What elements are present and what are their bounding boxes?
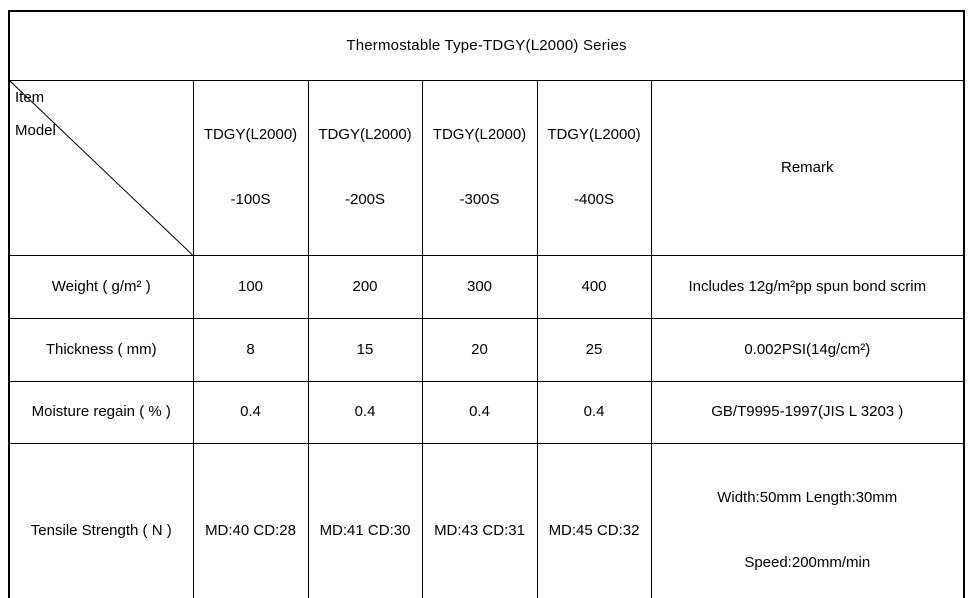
row-label-moisture: Moisture regain ( % ) (8, 380, 194, 444)
tensile-value-200s: MD:41 CD:30 (307, 442, 423, 598)
thickness-value-400s: 25 (536, 317, 652, 382)
tensile-remark-line1: Width:50mm Length:30mm (717, 489, 898, 506)
model-name-line1: TDGY(L2000) (203, 126, 298, 143)
moisture-value-200s: 0.4 (307, 380, 423, 444)
weight-row: Weight ( g/m² ) 100 200 300 400 Includes… (8, 254, 965, 319)
tensile-remark: Width:50mm Length:30mm Speed:200mm/min (650, 442, 965, 598)
tensile-remark-line2: Speed:200mm/min (744, 554, 871, 572)
moisture-row: Moisture regain ( % ) 0.4 0.4 0.4 0.4 GB… (8, 380, 965, 444)
row-label-weight: Weight ( g/m² ) (8, 254, 194, 319)
header-remark: Remark (650, 79, 965, 256)
model-name-line2: -200S (344, 191, 386, 209)
moisture-value-400s: 0.4 (536, 380, 652, 444)
tensile-value-300s: MD:43 CD:31 (421, 442, 538, 598)
header-model-100s: TDGY(L2000) -100S (192, 79, 309, 256)
tensile-value-100s: MD:40 CD:28 (192, 442, 309, 598)
thickness-value-100s: 8 (192, 317, 309, 382)
header-model-200s: TDGY(L2000) -200S (307, 79, 423, 256)
row-label-tensile: Tensile Strength ( N ) (8, 442, 194, 598)
corner-label-item: Item (15, 88, 45, 106)
thickness-value-200s: 15 (307, 317, 423, 382)
model-name-line2: -100S (230, 191, 271, 209)
model-name-line2: -300S (459, 191, 500, 209)
weight-remark: Includes 12g/m²pp spun bond scrim (650, 254, 965, 319)
moisture-remark: GB/T9995-1997(JIS L 3203 ) (650, 380, 965, 444)
page-title: Thermostable Type-TDGY(L2000) Series (8, 10, 965, 81)
model-name-line2: -400S (573, 191, 615, 209)
thickness-value-300s: 20 (421, 317, 538, 382)
diagonal-divider-line (10, 81, 193, 255)
header-model-400s: TDGY(L2000) -400S (536, 79, 652, 256)
header-row: Item Model TDGY(L2000) -100S TDGY(L2000)… (8, 79, 965, 256)
spec-table: Thermostable Type-TDGY(L2000) Series Ite… (8, 10, 966, 598)
tensile-value-400s: MD:45 CD:32 (536, 442, 652, 598)
moisture-value-100s: 0.4 (192, 380, 309, 444)
weight-value-200s: 200 (307, 254, 423, 319)
thickness-row: Thickness ( mm) 8 15 20 25 0.002PSI(14g/… (8, 317, 965, 382)
model-name-line1: TDGY(L2000) (547, 126, 641, 143)
header-model-300s: TDGY(L2000) -300S (421, 79, 538, 256)
model-name-line1: TDGY(L2000) (432, 126, 527, 143)
header-corner-cell: Item Model (8, 79, 194, 256)
weight-value-400s: 400 (536, 254, 652, 319)
model-name-line1: TDGY(L2000) (318, 126, 412, 143)
thickness-remark: 0.002PSI(14g/cm²) (650, 317, 965, 382)
corner-label-model: Model (15, 121, 56, 139)
row-label-thickness: Thickness ( mm) (8, 317, 194, 382)
weight-value-100s: 100 (192, 254, 309, 319)
title-row: Thermostable Type-TDGY(L2000) Series (8, 10, 965, 81)
tensile-row: Tensile Strength ( N ) MD:40 CD:28 MD:41… (8, 442, 965, 598)
weight-value-300s: 300 (421, 254, 538, 319)
moisture-value-300s: 0.4 (421, 380, 538, 444)
